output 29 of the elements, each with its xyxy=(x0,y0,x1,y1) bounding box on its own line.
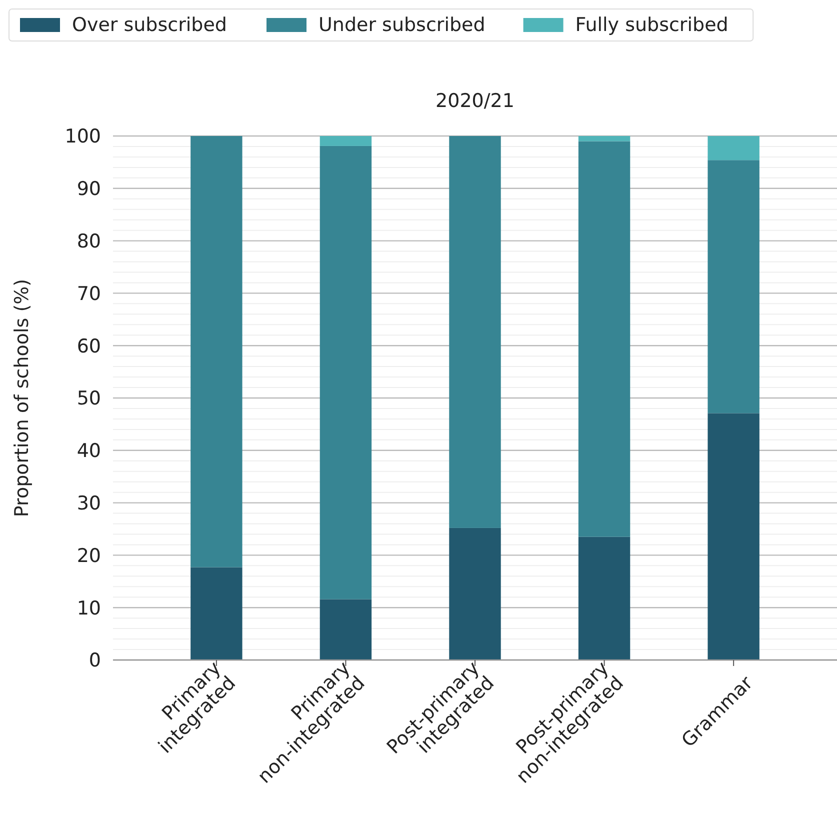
y-tick-label: 60 xyxy=(76,335,101,358)
y-tick-label: 0 xyxy=(88,650,101,672)
y-tick-label: 50 xyxy=(76,388,101,410)
bar xyxy=(449,136,501,528)
bar xyxy=(320,146,372,600)
bar xyxy=(449,528,501,660)
chart-title: 2020/21 xyxy=(436,90,514,112)
bar xyxy=(578,141,630,537)
legend-label: Fully subscribed xyxy=(575,14,728,36)
y-tick-label: 100 xyxy=(64,126,101,148)
bar xyxy=(708,136,760,160)
y-axis-title: Proportion of schools (%) xyxy=(11,278,33,518)
bar xyxy=(708,160,760,414)
y-tick-label: 80 xyxy=(76,230,101,252)
bar xyxy=(578,136,630,142)
bar xyxy=(190,136,242,568)
y-tick-label: 40 xyxy=(76,440,101,462)
bar xyxy=(190,567,242,660)
bar xyxy=(320,136,372,146)
y-tick-label: 70 xyxy=(76,282,101,305)
legend-label: Over subscribed xyxy=(72,14,227,36)
bar xyxy=(708,413,760,660)
y-tick-label: 20 xyxy=(76,544,101,567)
bar xyxy=(320,599,372,660)
y-tick-label: 10 xyxy=(76,597,101,620)
bar xyxy=(578,536,630,660)
y-tick-label: 30 xyxy=(76,492,101,514)
legend-label: Under subscribed xyxy=(318,14,486,36)
y-tick-label: 90 xyxy=(76,178,101,200)
